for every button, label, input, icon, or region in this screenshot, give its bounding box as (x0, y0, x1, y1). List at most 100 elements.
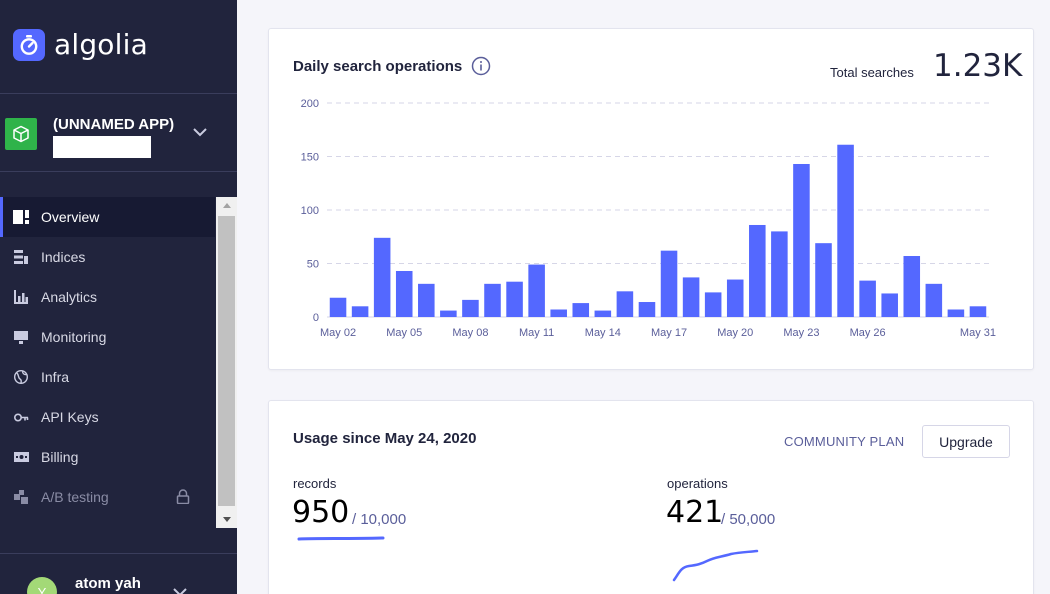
records-label: records (293, 476, 337, 491)
bar-may-06[interactable] (418, 283, 435, 317)
sidebar-item-indices[interactable]: Indices (0, 237, 215, 277)
sidebar-item-monitoring[interactable]: Monitoring (0, 317, 215, 357)
usage-title: Usage since May 24, 2020 (293, 430, 477, 447)
records-sparkline (297, 536, 385, 541)
sidebar-item-ab-testing[interactable]: A/B testing (0, 477, 215, 517)
x-tick-label: May 02 (320, 327, 356, 339)
lock-icon (176, 489, 190, 507)
bar-may-30[interactable] (947, 309, 965, 317)
bar-may-08[interactable] (462, 299, 479, 317)
sidebar-item-infra[interactable]: Infra (0, 357, 215, 397)
x-tick-label: May 08 (452, 327, 488, 339)
y-tick-label: 200 (301, 98, 319, 110)
app-switcher-chevron-down-icon[interactable] (192, 124, 208, 142)
bar-may-09[interactable] (484, 283, 501, 317)
sidebar-item-overview[interactable]: Overview (0, 197, 215, 237)
bar-may-07[interactable] (440, 310, 457, 317)
app-cube-icon (5, 118, 37, 150)
bar-may-11[interactable] (528, 264, 545, 317)
bar-may-16[interactable] (638, 302, 656, 317)
x-tick-label: May 26 (850, 327, 886, 339)
plan-label: COMMUNITY PLAN (784, 434, 905, 449)
sidebar-divider (0, 553, 237, 554)
operations-limit: / 50,000 (721, 511, 776, 528)
sidebar-item-analytics[interactable]: Analytics (0, 277, 215, 317)
sidebar-divider (0, 93, 237, 94)
bar-may-25[interactable] (837, 144, 854, 317)
scroll-up-arrow-icon[interactable] (216, 197, 237, 214)
sidebar-item-label: Overview (41, 209, 100, 225)
x-tick-label: May 17 (651, 327, 687, 339)
bar-may-28[interactable] (903, 256, 921, 317)
sidebar-item-label: Infra (41, 369, 70, 385)
bar-may-14[interactable] (594, 310, 612, 317)
monitoring-icon (13, 329, 29, 345)
bar-may-20[interactable] (726, 279, 744, 317)
sidebar-item-label: Analytics (41, 289, 98, 305)
scrollbar-thumb[interactable] (218, 216, 235, 506)
ab-testing-icon (13, 489, 29, 505)
bar-may-13[interactable] (572, 303, 590, 317)
sidebar-item-billing[interactable]: Billing (0, 437, 215, 477)
sidebar-divider (0, 171, 237, 172)
x-tick-label: May 31 (960, 327, 996, 339)
info-icon[interactable] (471, 56, 491, 81)
bar-may-19[interactable] (704, 292, 722, 317)
bar-may-02[interactable] (329, 297, 347, 317)
sidebar-nav: Overview Indices Analytics Monitoring (0, 197, 215, 517)
bar-may-04[interactable] (373, 237, 391, 317)
sidebar-item-label: API Keys (41, 409, 99, 425)
app-name[interactable]: (UNNAMED APP) (53, 116, 175, 133)
x-tick-label: May 23 (783, 327, 819, 339)
y-tick-label: 150 (301, 152, 319, 164)
bar-may-31[interactable] (969, 306, 987, 317)
logo[interactable]: algolia (13, 28, 148, 61)
bar-may-29[interactable] (925, 283, 943, 317)
analytics-icon (13, 289, 29, 305)
x-tick-label: May 05 (386, 327, 422, 339)
bar-may-10[interactable] (506, 281, 523, 317)
user-menu-chevron-down-icon[interactable] (172, 584, 188, 594)
sidebar-scrollbar[interactable] (216, 197, 237, 528)
bar-may-05[interactable] (395, 270, 413, 317)
overview-icon (13, 209, 29, 225)
sidebar-item-api-keys[interactable]: API Keys (0, 397, 215, 437)
indices-icon (13, 249, 29, 265)
search-operations-bar-chart: 0 50 100 150 200 May 02 May 05 May 08 May 11 May … (301, 98, 996, 339)
operations-value: 421 (666, 495, 724, 530)
total-searches-label: Total searches (830, 65, 914, 80)
user-name[interactable]: atom yah (75, 575, 141, 592)
records-value: 950 (292, 495, 350, 530)
bar-may-24[interactable] (815, 243, 832, 317)
bar-may-03[interactable] (351, 306, 369, 317)
sidebar-item-label: Billing (41, 449, 79, 465)
y-tick-label: 0 (313, 312, 319, 324)
daily-search-operations-card: Daily search operations Total searches 1… (268, 28, 1034, 370)
bar-may-23[interactable] (793, 163, 810, 317)
scroll-down-arrow-icon[interactable] (216, 511, 237, 528)
algolia-logo-icon (13, 28, 45, 61)
key-icon (13, 409, 29, 425)
bar-may-17[interactable] (660, 250, 678, 317)
card-title: Daily search operations (293, 58, 463, 75)
bar-may-26[interactable] (859, 280, 876, 317)
bar-may-18[interactable] (682, 277, 700, 317)
upgrade-button[interactable]: Upgrade (922, 425, 1010, 458)
records-limit: / 10,000 (352, 511, 407, 528)
bar-may-22[interactable] (771, 231, 788, 317)
sidebar-item-label: Monitoring (41, 329, 107, 345)
bar-may-21[interactable] (749, 224, 766, 317)
avatar[interactable]: Y (27, 577, 57, 594)
usage-card: Usage since May 24, 2020 COMMUNITY PLAN … (268, 400, 1034, 594)
sidebar-item-label: A/B testing (41, 489, 109, 505)
operations-sparkline (672, 549, 759, 582)
bar-may-27[interactable] (881, 293, 898, 317)
bar-may-12[interactable] (550, 309, 567, 317)
x-tick-label: May 14 (585, 327, 621, 339)
bar-may-15[interactable] (616, 291, 634, 317)
sidebar: algolia (UNNAMED APP) Overview (0, 0, 237, 594)
billing-icon (13, 449, 29, 465)
operations-label: operations (667, 476, 728, 491)
x-tick-label: May 20 (717, 327, 753, 339)
y-tick-label: 100 (301, 205, 319, 217)
